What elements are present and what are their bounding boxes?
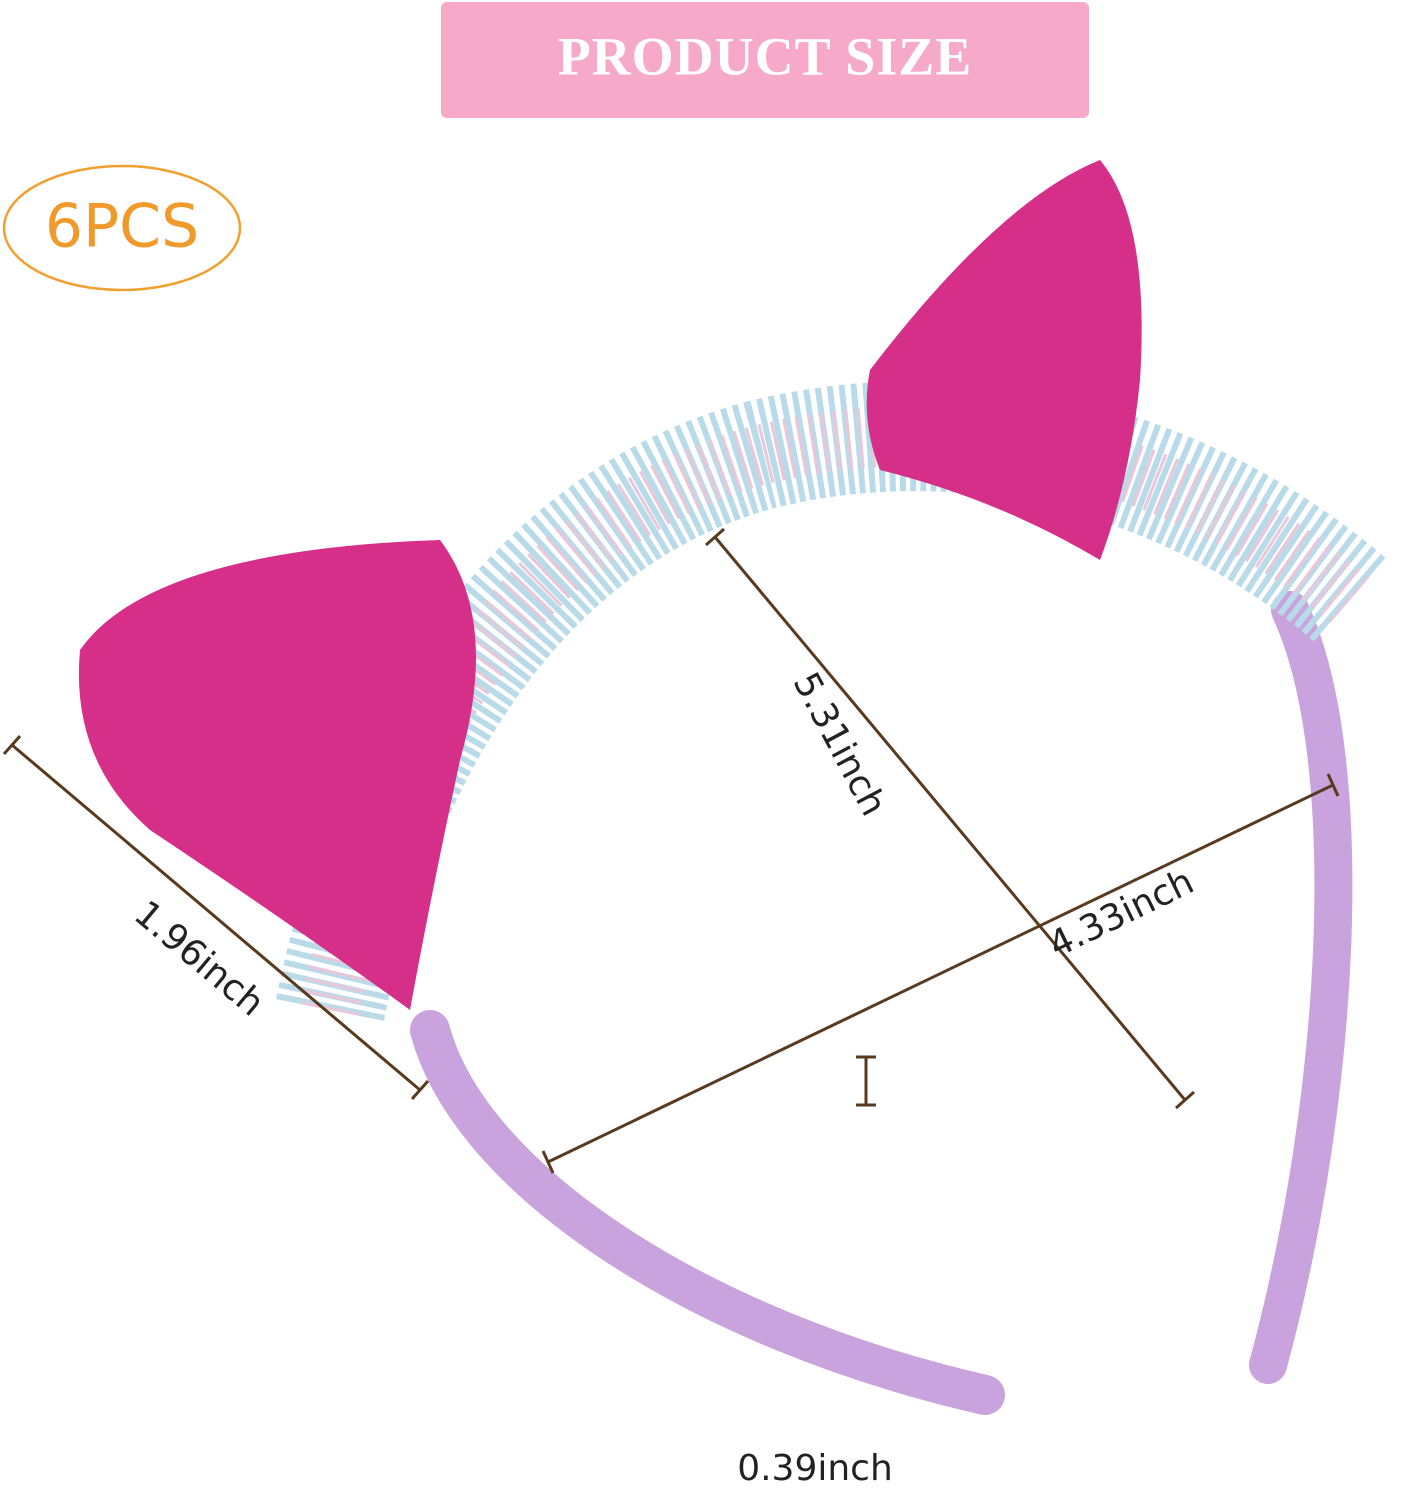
headband (78, 160, 1387, 1415)
measurements (2, 527, 1340, 1174)
band-left (410, 1010, 1005, 1415)
title: PRODUCT SIZE (558, 26, 973, 86)
height-cap (1175, 1090, 1195, 1110)
badge-outline (2, 164, 242, 292)
badge-text: 6PCS (45, 192, 199, 262)
ear-right (866, 160, 1142, 560)
width-line (547, 783, 1334, 1164)
ear-label: 1.96inch (126, 893, 272, 1024)
band-right (1249, 591, 1353, 1384)
title-banner (441, 2, 1089, 118)
height-line (713, 536, 1187, 1101)
width-cap (1326, 773, 1340, 797)
height-cap (705, 527, 725, 547)
ear-cap (2, 735, 22, 755)
ear-line (11, 743, 421, 1092)
ear-left (78, 540, 476, 1010)
band-label: 0.39inch (737, 1448, 893, 1489)
height-label: 5.31inch (785, 666, 894, 823)
width-cap (541, 1150, 555, 1174)
ear-cap (410, 1080, 430, 1100)
